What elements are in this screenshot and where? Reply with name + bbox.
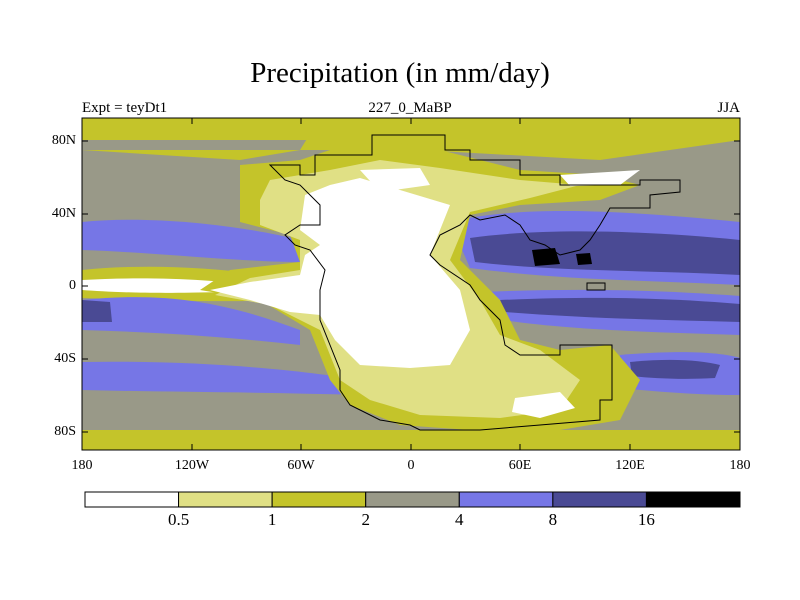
colorbar-level-label: 2 (361, 510, 370, 529)
colorbar-swatch (458, 491, 554, 508)
period-label: 227_0_MaBP (368, 100, 452, 116)
precip-band-north (82, 118, 740, 160)
colorbar-swatch (84, 491, 180, 508)
precip-band-north-wet (82, 219, 300, 262)
arid-patch-north (360, 168, 430, 192)
y-tick-label: 40N (51, 206, 76, 221)
x-tick-label: 120E (615, 458, 645, 473)
precip-band-southern-ocean-heavy (630, 359, 720, 379)
colorbar-swatch (271, 491, 367, 508)
colorbar-swatch (645, 491, 741, 508)
x-tick-label: 0 (407, 458, 415, 473)
y-tick-label: 0 (69, 278, 76, 293)
precip-band-south-wet-heavy (82, 300, 112, 322)
colorbar-level-label: 8 (548, 510, 558, 529)
season-label: JJA (717, 100, 740, 116)
colorbar-swatch (178, 491, 273, 508)
precip-band-south-east-heavy (500, 297, 740, 322)
precip-band-extreme-2 (576, 253, 592, 265)
precip-band-southern-ocean (82, 361, 360, 395)
x-tick-label: 120W (174, 458, 210, 473)
arid-patch-northeast (560, 170, 640, 186)
colorbar-swatch (365, 491, 460, 508)
y-tick-label: 80N (51, 133, 76, 148)
precip-field (82, 118, 740, 450)
precip-band-south-polar (82, 430, 740, 450)
y-tick-label: 40S (54, 351, 76, 366)
colorbar-level-label: 0.5 (167, 510, 190, 529)
precip-band-south-wet (82, 297, 300, 345)
colorbar (84, 491, 741, 508)
island-outline (586, 282, 606, 291)
map-title: Precipitation (in mm/day) (250, 57, 550, 89)
axis-ticks (81, 118, 741, 450)
colorbar-level-label: 1 (267, 510, 277, 529)
precip-band-extreme-1 (532, 248, 560, 266)
colorbar-level-label: 4 (455, 510, 464, 529)
colorbar-swatch (552, 491, 647, 508)
x-tick-label: 180 (729, 458, 751, 473)
y-tick-label: 80S (54, 424, 76, 439)
arid-patch-south (512, 392, 575, 418)
x-tick-label: 60E (508, 458, 532, 473)
experiment-label: Expt = teyDt1 (82, 100, 168, 116)
coastline (268, 134, 681, 431)
continent-arid-core (210, 178, 470, 368)
x-tick-label: 60W (287, 458, 315, 473)
x-tick-label: 180 (71, 458, 93, 473)
colorbar-level-label: 16 (637, 510, 655, 529)
